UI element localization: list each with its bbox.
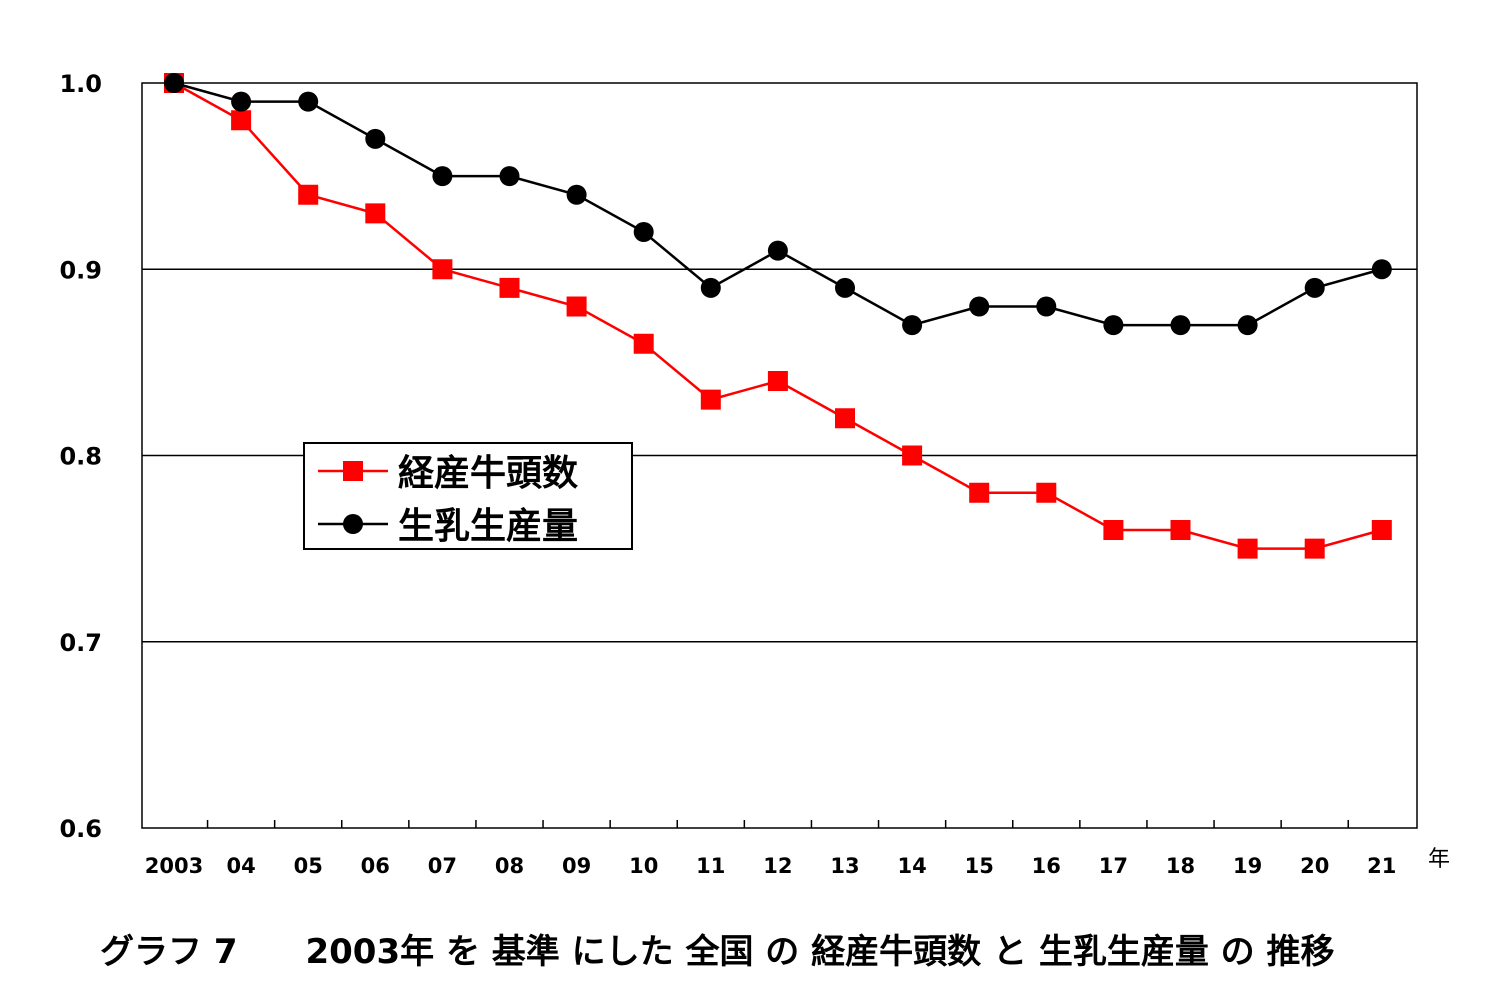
x-tick-label: 07 (428, 854, 457, 878)
data-point (1237, 538, 1258, 559)
data-point (1237, 315, 1258, 336)
data-point (969, 296, 990, 317)
axes: 1.0 0.9 0.8 0.7 0.6 2003 04 05 06 07 08 09 10 11 12 13 1… (59, 70, 1396, 878)
x-tick-label: 14 (897, 854, 926, 878)
data-point (432, 259, 453, 280)
x-tick-label: 09 (562, 854, 591, 878)
data-point (1170, 520, 1191, 540)
data-point (902, 445, 923, 466)
data-point (633, 333, 654, 354)
x-tick-label: 10 (629, 854, 658, 878)
data-point (566, 184, 587, 205)
x-tick-label: 16 (1032, 854, 1061, 878)
legend-marker-series-1 (343, 461, 363, 481)
data-point (969, 482, 990, 503)
x-tick-label: 06 (361, 854, 390, 878)
data-point (1371, 259, 1392, 280)
data-point (1304, 277, 1325, 298)
data-point (1304, 538, 1325, 559)
data-point (432, 166, 453, 187)
legend-box (303, 442, 633, 550)
x-tick-label: 19 (1233, 854, 1262, 878)
data-point (835, 277, 855, 298)
legend-label-series-2: 生乳生産量 (398, 506, 578, 547)
data-point (1036, 482, 1057, 503)
data-point (365, 128, 386, 149)
y-tick-label: 0.9 (59, 256, 102, 284)
data-point (633, 222, 654, 242)
data-point (499, 166, 520, 187)
legend-marker-series-2 (343, 514, 363, 534)
x-tick-label: 15 (965, 854, 994, 878)
x-tick-label: 17 (1099, 854, 1128, 878)
data-point (365, 203, 386, 224)
x-tick-label: 12 (763, 854, 792, 878)
series-group (164, 73, 1392, 559)
data-point (231, 110, 252, 131)
series-2 (164, 73, 1392, 336)
data-point (902, 315, 923, 336)
data-point (835, 408, 855, 429)
data-point (1103, 315, 1124, 336)
legend: 経産牛頭数 生乳生産量 (303, 442, 633, 550)
x-tick-label: 04 (226, 854, 255, 878)
data-point (298, 184, 319, 205)
data-point (1036, 296, 1057, 317)
data-point (767, 240, 788, 261)
plot-area (141, 82, 1418, 829)
data-point (700, 389, 721, 410)
data-point (231, 91, 252, 112)
x-tick-label: 05 (294, 854, 323, 878)
x-tick-label: 20 (1300, 854, 1329, 878)
x-tick-label: 18 (1166, 854, 1195, 878)
data-point (700, 277, 721, 298)
x-tick-label: 21 (1367, 854, 1396, 878)
series-line-2 (173, 81, 1383, 327)
legend-label-series-1: 経産牛頭数 (398, 453, 578, 494)
data-point (1103, 520, 1124, 540)
data-point (566, 296, 587, 317)
data-point (767, 371, 788, 391)
y-tick-label: 0.6 (59, 815, 102, 843)
data-point (499, 277, 520, 298)
x-axis-unit: 年 (1428, 847, 1450, 872)
y-tick-label: 0.8 (59, 443, 102, 471)
data-point (164, 73, 184, 93)
data-point (298, 91, 319, 112)
data-point (1170, 315, 1191, 336)
x-tick-label: 08 (495, 854, 524, 878)
x-tick-label: 13 (830, 854, 859, 878)
data-point (1371, 520, 1392, 540)
y-tick-label: 1.0 (59, 70, 102, 98)
figure-caption: グラフ 7 2003年 を 基準 にした 全国 の 経産牛頭数 と 生乳生産量 … (100, 932, 1335, 972)
y-tick-label: 0.7 (59, 629, 102, 657)
x-tick-label: 2003 (145, 854, 203, 878)
x-tick-label: 11 (696, 854, 725, 878)
